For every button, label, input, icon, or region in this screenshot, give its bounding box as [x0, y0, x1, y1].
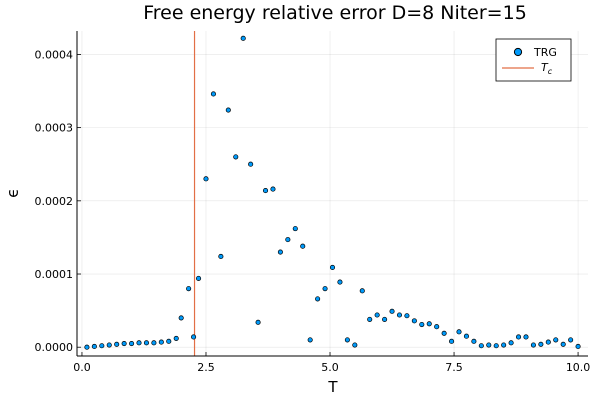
data-point — [382, 316, 388, 322]
y-tick-label: 0.0000 — [35, 341, 74, 354]
data-point — [292, 226, 298, 232]
data-point — [501, 342, 507, 348]
data-point — [99, 343, 105, 349]
x-tick-label: 0.0 — [73, 361, 91, 374]
data-point — [329, 264, 336, 270]
x-axis-label: T — [327, 378, 338, 396]
data-point — [344, 337, 350, 343]
legend-label-trg: TRG — [533, 46, 557, 59]
data-point — [493, 343, 499, 349]
legend-marker-trg — [513, 47, 523, 57]
data-point — [255, 319, 261, 325]
data-point — [240, 35, 246, 41]
x-tick-label: 5.0 — [321, 361, 339, 374]
data-point — [151, 340, 157, 346]
y-tick-label: 0.0002 — [35, 195, 74, 208]
chart-title: Free energy relative error D=8 Niter=15 — [143, 2, 527, 24]
data-point — [129, 341, 135, 347]
legend: TRG Tc — [495, 38, 572, 82]
data-point — [538, 341, 544, 347]
data-point — [186, 286, 192, 292]
scatter-points — [84, 35, 581, 350]
data-point — [515, 334, 522, 340]
data-point — [248, 161, 254, 167]
y-tick-label: 0.0003 — [35, 122, 74, 135]
data-point — [441, 330, 447, 336]
data-point — [106, 342, 112, 348]
data-point — [225, 107, 231, 113]
data-point — [277, 249, 283, 255]
data-point — [158, 339, 164, 345]
data-point — [396, 312, 403, 318]
data-point — [136, 340, 142, 346]
data-point — [114, 341, 120, 347]
data-point — [530, 342, 536, 348]
data-point — [262, 188, 269, 194]
data-point — [173, 335, 179, 341]
data-point — [121, 341, 127, 347]
data-point — [322, 286, 328, 292]
x-tick-label: 10.0 — [566, 361, 591, 374]
data-point — [203, 176, 209, 182]
data-point — [337, 279, 343, 285]
legend-box — [495, 38, 572, 82]
data-point — [449, 338, 455, 344]
data-point — [404, 313, 410, 319]
data-point — [553, 337, 559, 343]
data-point — [315, 296, 321, 302]
data-point — [91, 343, 97, 350]
data-point — [218, 253, 224, 260]
x-tick-label: 7.5 — [445, 361, 463, 374]
data-point — [210, 91, 216, 97]
x-tick-label: 2.5 — [197, 361, 215, 374]
data-point — [434, 324, 440, 330]
data-point — [575, 343, 581, 350]
data-point — [463, 333, 470, 339]
data-point — [191, 334, 197, 340]
data-point — [389, 308, 395, 314]
data-point — [419, 321, 425, 328]
data-point — [195, 275, 202, 281]
data-point — [166, 338, 172, 344]
data-point — [143, 340, 150, 346]
data-point — [456, 329, 462, 335]
y-tick-label: 0.0004 — [35, 48, 74, 61]
data-point — [367, 316, 373, 322]
data-point — [471, 338, 477, 344]
data-point — [411, 318, 417, 324]
data-point — [285, 237, 291, 243]
axes: 0.0 2.5 5.0 7.5 10.0 0.0000 0.0001 0.0002 0.0003… — [35, 31, 591, 374]
data-point — [359, 288, 365, 294]
data-point — [486, 342, 492, 348]
data-point — [478, 343, 484, 349]
data-point — [307, 337, 313, 343]
data-point — [523, 334, 529, 340]
data-point — [233, 154, 239, 160]
data-point — [508, 340, 514, 346]
legend-label-tc: Tc — [541, 61, 553, 76]
data-point — [560, 341, 566, 347]
data-point — [426, 321, 432, 327]
data-point — [84, 344, 90, 350]
data-point — [374, 312, 380, 318]
data-point — [300, 243, 306, 249]
data-point — [568, 337, 574, 343]
data-point — [270, 186, 276, 192]
data-point — [352, 342, 358, 348]
data-point — [545, 339, 551, 345]
data-point — [178, 315, 184, 321]
y-axis-label: ϵ — [3, 188, 22, 198]
y-tick-label: 0.0001 — [35, 268, 74, 281]
